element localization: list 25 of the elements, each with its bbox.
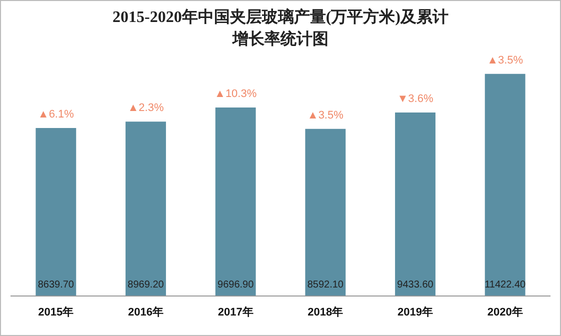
bar (484, 74, 526, 296)
x-tick-label: 2020年 (487, 305, 523, 318)
x-tick-label: 2018年 (308, 305, 344, 318)
x-tick-label: 2019年 (398, 305, 433, 318)
bar (395, 112, 436, 296)
x-tick-label: 2015年 (38, 305, 74, 318)
data-label: 8639.70 (38, 280, 74, 291)
data-label: 9696.90 (218, 280, 254, 291)
annotation: ▲3.5% (307, 109, 344, 122)
annotation: ▲2.3% (128, 102, 164, 114)
annotation: ▲3.5% (487, 54, 524, 66)
chart-title: 2015-2020年中国夹层玻璃产量(万平方米)及累计增长率统计图 (112, 7, 450, 50)
annotation: ▲6.1% (38, 108, 74, 121)
bar (36, 128, 76, 296)
data-label: 9433.60 (397, 280, 434, 291)
data-label: 8969.20 (128, 280, 164, 291)
bar (215, 107, 256, 296)
data-label: 11422.40 (484, 280, 526, 291)
x-tick-label: 2017年 (218, 305, 254, 318)
data-label: 8592.10 (307, 280, 344, 291)
annotation: ▲10.3% (214, 88, 257, 100)
bar (126, 122, 166, 296)
annotation: ▼3.6% (397, 93, 434, 106)
x-tick-label: 2016年 (128, 305, 164, 318)
bar (305, 128, 346, 296)
